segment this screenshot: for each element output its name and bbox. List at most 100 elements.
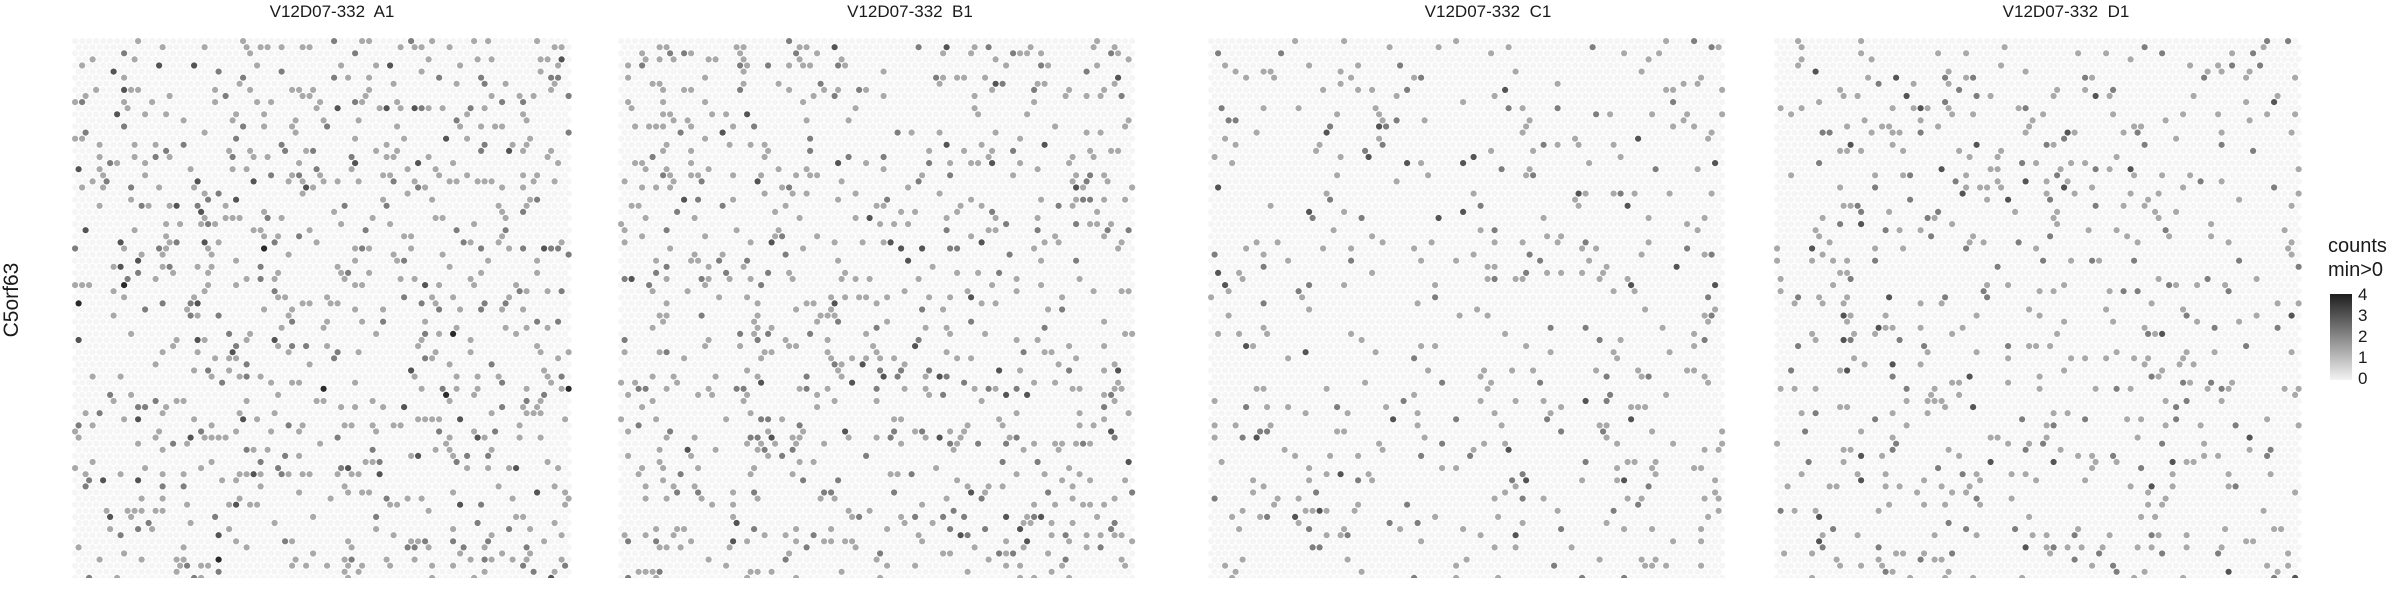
spot <box>138 336 145 344</box>
spot <box>541 160 548 167</box>
spot <box>180 166 187 173</box>
spot <box>464 404 471 411</box>
spot <box>401 257 408 264</box>
spot <box>401 184 408 191</box>
spot <box>443 416 450 423</box>
spot <box>555 111 562 118</box>
spot <box>341 117 348 124</box>
spot <box>247 221 254 228</box>
spot <box>527 221 534 228</box>
spot <box>387 233 394 240</box>
spot <box>117 349 124 356</box>
spot <box>75 336 82 344</box>
spot <box>219 196 226 203</box>
spot <box>537 410 544 417</box>
spot <box>380 294 387 301</box>
spot <box>226 123 233 130</box>
spot <box>562 86 569 93</box>
spot <box>401 135 408 142</box>
spot <box>187 80 194 87</box>
spot <box>170 160 177 167</box>
spot <box>516 263 523 270</box>
spot <box>285 68 292 75</box>
spot <box>282 111 289 118</box>
spot <box>282 452 289 459</box>
spot <box>488 129 495 136</box>
spot <box>82 251 89 258</box>
spot <box>404 336 411 344</box>
spot <box>222 312 229 319</box>
spot <box>467 190 474 197</box>
spot <box>152 324 159 331</box>
spot <box>100 50 107 57</box>
spot <box>292 56 299 63</box>
spot <box>534 123 541 130</box>
spot <box>390 92 397 100</box>
spot <box>471 74 478 81</box>
spot <box>464 294 471 301</box>
spot <box>348 434 355 441</box>
spot <box>285 458 292 466</box>
spot <box>506 440 513 447</box>
spot <box>75 153 82 161</box>
spot <box>124 324 131 331</box>
spot <box>485 404 492 411</box>
spot <box>439 324 446 331</box>
spot <box>537 129 544 136</box>
spot <box>205 452 212 459</box>
spot <box>397 422 404 429</box>
spot <box>513 184 520 191</box>
spot <box>86 38 93 45</box>
spot <box>478 306 485 313</box>
spot <box>345 86 352 93</box>
spot <box>485 147 492 154</box>
spot <box>527 391 534 398</box>
spot <box>264 397 271 405</box>
spot <box>541 38 548 45</box>
spot <box>79 135 86 142</box>
spot <box>397 68 404 75</box>
spot <box>128 86 135 93</box>
spot <box>523 251 530 258</box>
spot <box>513 269 520 276</box>
spot <box>145 190 152 197</box>
spot <box>460 117 467 124</box>
spot <box>191 86 198 93</box>
spot <box>257 44 264 51</box>
spot <box>362 446 369 453</box>
spot <box>124 129 131 136</box>
spot <box>278 105 285 112</box>
spot <box>555 440 562 447</box>
spot <box>173 397 180 405</box>
spot <box>303 343 310 350</box>
spot <box>334 68 341 75</box>
spot <box>86 196 93 203</box>
spot <box>436 343 443 350</box>
spot <box>138 385 145 392</box>
spot <box>184 233 191 240</box>
spot <box>499 147 506 154</box>
spot <box>551 422 558 429</box>
spot <box>159 190 166 197</box>
spot <box>128 38 135 45</box>
spot <box>233 172 240 179</box>
spot <box>86 269 93 276</box>
spot <box>313 166 320 173</box>
spot <box>110 349 117 356</box>
spot <box>184 318 191 325</box>
spot <box>219 221 226 228</box>
spot <box>499 416 506 423</box>
spot <box>523 385 530 392</box>
spot <box>362 44 369 51</box>
spot <box>128 99 135 106</box>
spot <box>380 330 387 337</box>
spot <box>394 452 401 459</box>
spot <box>481 288 488 295</box>
spot <box>114 416 121 423</box>
spot <box>180 361 187 368</box>
spot <box>317 99 324 106</box>
spot <box>310 111 317 118</box>
spot <box>222 105 229 112</box>
spot <box>443 111 450 118</box>
spot <box>201 153 208 161</box>
